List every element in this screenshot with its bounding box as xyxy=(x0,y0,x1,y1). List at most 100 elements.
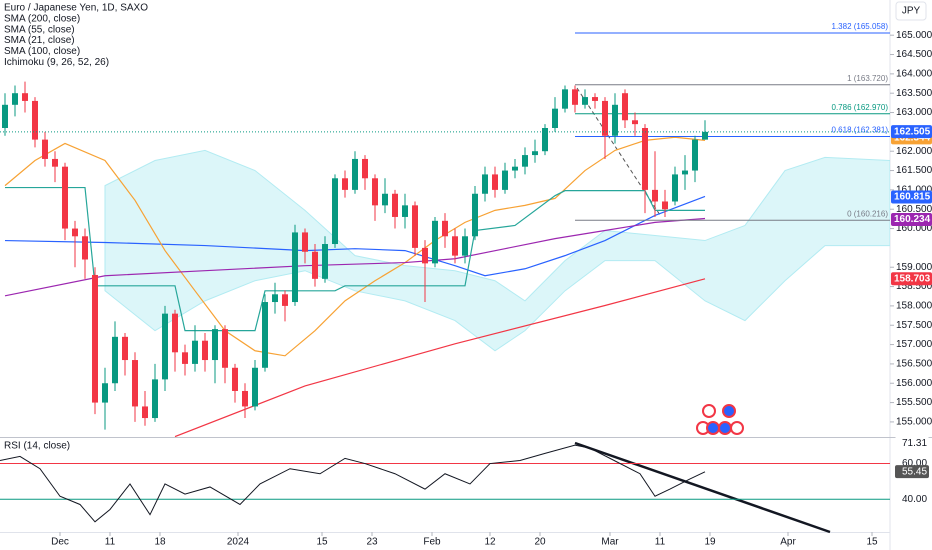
candle-body xyxy=(272,294,278,303)
y-tick-label: 161.500 xyxy=(896,165,932,176)
candle-body xyxy=(242,390,248,407)
y-tick-label: 155.500 xyxy=(896,397,932,408)
candle-body xyxy=(662,201,668,210)
fib-label: 0.618 (162.381) xyxy=(832,126,889,135)
candle-body xyxy=(702,131,708,140)
y-tick-label: 156.500 xyxy=(896,359,932,370)
y-tick-label: 162.000 xyxy=(896,146,932,157)
candle-body xyxy=(12,93,18,105)
x-tick-label: 2024 xyxy=(227,537,250,548)
y-tick-label: 161.000 xyxy=(896,185,932,196)
price-label: 55.45 xyxy=(902,466,927,477)
candle-body xyxy=(512,166,518,171)
candle-body xyxy=(442,220,448,237)
event-icon[interactable] xyxy=(718,421,732,435)
fib-label: 0 (160.216) xyxy=(847,209,888,218)
price-label-bg xyxy=(891,190,932,204)
x-tick-label: 11 xyxy=(655,537,666,548)
candle-body xyxy=(402,205,408,217)
x-tick-label: 15 xyxy=(316,537,328,548)
candle-body xyxy=(432,220,438,264)
candle-body xyxy=(692,139,698,171)
event-icon[interactable] xyxy=(702,404,716,418)
candle-body xyxy=(132,360,138,407)
y-tick-label: 164.500 xyxy=(896,49,932,60)
candle-body xyxy=(312,251,318,279)
candle-body xyxy=(82,236,88,260)
candle-body xyxy=(452,236,458,256)
candle-body xyxy=(22,93,28,101)
chart-title: Euro / Japanese Yen, 1D, SAXO xyxy=(4,3,148,14)
candle-body xyxy=(262,302,268,368)
candle-body xyxy=(162,313,168,380)
candle-body xyxy=(212,329,218,361)
price-label-bg xyxy=(895,465,929,479)
fib-label: 0.786 (162.970) xyxy=(832,103,889,112)
x-tick-label: Mar xyxy=(601,537,619,548)
candle-body xyxy=(102,383,108,403)
candle-body xyxy=(372,178,378,206)
price-label-bg xyxy=(891,125,932,139)
candle-body xyxy=(392,193,398,217)
candle-body xyxy=(492,174,498,190)
candle-body xyxy=(172,313,178,353)
indicator-line xyxy=(4,195,706,277)
price-label-bg xyxy=(891,213,932,227)
event-icon[interactable] xyxy=(706,421,720,435)
candle-body xyxy=(532,151,538,156)
price-label: 160.234 xyxy=(894,214,931,225)
candle-body xyxy=(192,340,198,364)
candle-body xyxy=(112,336,118,384)
candle-body xyxy=(252,367,258,407)
x-tick-label: 15 xyxy=(866,537,878,548)
candle-body xyxy=(602,100,608,136)
candle-body xyxy=(292,232,298,303)
rsi-line xyxy=(0,444,706,523)
candle-body xyxy=(572,89,578,105)
x-tick-label: Dec xyxy=(51,537,69,548)
y-tick-label: 157.000 xyxy=(896,339,932,350)
currency-box[interactable] xyxy=(895,1,927,21)
candle-body xyxy=(502,170,508,190)
x-tick-label: 19 xyxy=(704,537,716,548)
y-tick-label: 40.00 xyxy=(902,494,927,505)
candle-body xyxy=(92,274,98,403)
x-tick-label: 12 xyxy=(484,537,496,548)
fib-label: 1 (163.720) xyxy=(847,74,888,83)
legend-entry: SMA (200, close) xyxy=(4,14,80,25)
rsi-trendline xyxy=(574,441,831,534)
price-label-bg xyxy=(891,272,932,286)
indicator-line xyxy=(4,136,706,357)
candle-body xyxy=(682,170,688,175)
y-tick-label: 163.000 xyxy=(896,107,932,118)
currency: JPY xyxy=(902,6,921,17)
event-icon[interactable] xyxy=(722,404,736,418)
y-tick-label: 160.500 xyxy=(896,204,932,215)
event-icons[interactable] xyxy=(696,404,744,435)
y-tick-label: 60.00 xyxy=(902,458,927,469)
price-label: 158.703 xyxy=(894,273,931,284)
fib-label: 1.382 (165.058) xyxy=(832,22,889,31)
candle-body xyxy=(522,155,528,167)
candle-body xyxy=(142,406,148,419)
candle-body xyxy=(322,244,328,279)
event-icon[interactable] xyxy=(730,421,744,435)
rsi-title: RSI (14, close) xyxy=(4,441,70,452)
x-tick-label: 11 xyxy=(105,537,116,548)
legend-entry: Ichimoku (9, 26, 52, 26) xyxy=(4,57,109,68)
legend-entry: SMA (21, close) xyxy=(4,35,75,46)
candle-body xyxy=(422,247,428,264)
candle-body xyxy=(622,93,628,121)
price-label: 71.31 xyxy=(902,438,927,449)
candle-body xyxy=(362,158,368,179)
candle-body xyxy=(152,379,158,419)
x-tick-label: 18 xyxy=(154,537,166,548)
candle-body xyxy=(632,120,638,125)
candle-body xyxy=(582,97,588,105)
y-tick-label: 159.000 xyxy=(896,262,932,273)
ichimoku-cloud xyxy=(104,149,890,352)
candle-body xyxy=(2,104,8,129)
indicator-line xyxy=(174,278,706,437)
x-tick-label: 23 xyxy=(366,537,378,548)
candle-body xyxy=(612,104,618,136)
